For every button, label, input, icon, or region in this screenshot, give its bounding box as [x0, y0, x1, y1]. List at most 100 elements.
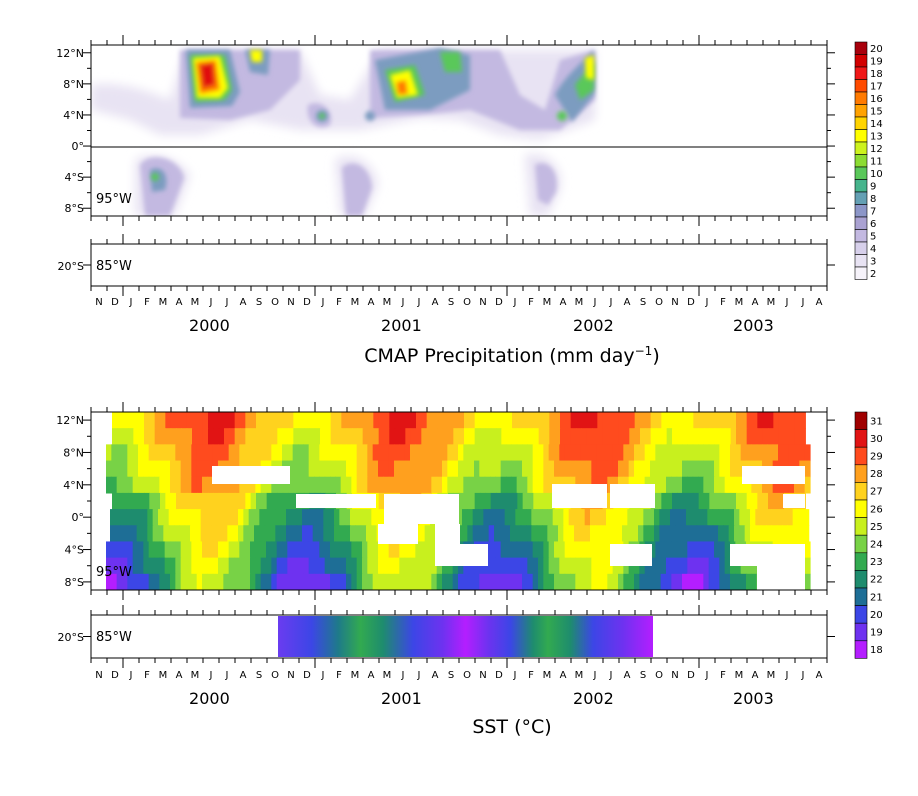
sst-cell: [592, 412, 598, 429]
sst-cell: [660, 476, 667, 494]
month-tick-label: D: [303, 297, 311, 308]
sst-cell: [687, 557, 694, 575]
colorbar-label: 30: [870, 434, 883, 445]
sst-cell: [184, 509, 191, 526]
sst-cell: [244, 573, 251, 590]
sst-cell: [720, 492, 726, 510]
sst-cell: [469, 412, 476, 429]
sst-cell: [120, 509, 127, 526]
sst-cell: [308, 460, 315, 478]
sst-cell: [224, 492, 230, 510]
sst-cell: [138, 541, 144, 559]
sst-cell: [276, 444, 283, 462]
sst-cell: [127, 573, 134, 590]
month-tick-label: A: [624, 670, 631, 681]
sst-cell: [752, 412, 758, 429]
sst-cell: [532, 573, 539, 590]
colorbar-label: 20: [870, 44, 883, 55]
sst-cell: [170, 460, 176, 478]
sst-cell: [266, 557, 272, 575]
sst-cell: [698, 428, 705, 445]
colorbar-swatch: [854, 570, 868, 589]
sst-cell: [394, 460, 400, 478]
sst-cell: [154, 476, 160, 494]
colorbar-label: 24: [870, 540, 883, 551]
sst-cell: [340, 557, 347, 575]
sst-cell: [158, 525, 164, 543]
sst-cell: [400, 412, 406, 429]
sst-cell: [250, 412, 257, 429]
sst-cell: [788, 476, 795, 494]
sst-cell: [512, 492, 518, 510]
sst-cell: [142, 509, 148, 526]
sst-cell: [245, 428, 252, 445]
sst-cell: [163, 525, 170, 543]
month-tick-label: M: [383, 297, 392, 308]
sst-cell: [282, 412, 289, 429]
sst-cell: [303, 476, 310, 494]
sst-cell: [516, 557, 523, 575]
sst-cell: [170, 541, 176, 559]
sst-cell: [442, 460, 448, 478]
sst-cell: [490, 476, 496, 494]
sst-cell: [330, 412, 337, 429]
sst-cell: [467, 525, 474, 543]
sst-cell: [547, 509, 554, 526]
sst-cell: [224, 428, 230, 445]
missing-data-region: [742, 466, 805, 484]
sst-cell: [495, 444, 502, 462]
month-tick-label: A: [560, 297, 567, 308]
sst-cell: [180, 573, 187, 590]
sst-cell: [766, 525, 772, 543]
sst-cell: [415, 460, 422, 478]
colorbar-label: 8: [870, 194, 876, 205]
sst-cell: [735, 557, 742, 575]
sst-cell: [341, 428, 348, 445]
sst-cell: [453, 412, 460, 429]
sst-cell: [714, 444, 720, 462]
sst-cell: [746, 492, 753, 510]
sst-cell: [655, 557, 662, 575]
sst-cell: [324, 476, 331, 494]
sst-cell: [506, 428, 513, 445]
sst-cell: [218, 541, 224, 559]
sst-cell: [650, 557, 656, 575]
sst-cell: [746, 428, 753, 445]
sst-cell: [734, 509, 740, 526]
sst-cell: [436, 557, 443, 575]
colorbar-swatch: [854, 534, 868, 554]
sst-cell: [248, 525, 255, 543]
sst-cell: [676, 541, 683, 559]
sst-cell: [234, 412, 241, 429]
sst-cell: [110, 509, 116, 526]
colorbar-label: 18: [870, 645, 883, 656]
sst-cell: [520, 525, 527, 543]
sst-cell: [191, 541, 198, 559]
month-tick-label: F: [720, 297, 726, 308]
sst-cell: [191, 573, 198, 590]
sst-cell: [293, 412, 300, 429]
sst-cell: [714, 573, 720, 590]
sst-cell: [138, 460, 144, 478]
sst-cell: [533, 428, 540, 445]
sst-cell: [500, 460, 507, 478]
sst-cell: [254, 525, 260, 543]
sst-cell: [660, 460, 667, 478]
month-tick-label: J: [417, 297, 421, 308]
sst-cell: [324, 444, 331, 462]
sst-cell: [340, 573, 347, 590]
sst-cell: [196, 573, 203, 590]
sst-cell: [798, 509, 804, 526]
sst-cell: [394, 428, 401, 445]
sst-cell: [394, 557, 400, 575]
sst-cell: [308, 444, 315, 462]
sst-cell: [676, 557, 683, 575]
sst-cell: [335, 460, 342, 478]
sst-cell: [330, 541, 336, 559]
sst-cell: [154, 541, 160, 559]
sst-cell: [426, 428, 433, 445]
sst-cell: [174, 525, 180, 543]
sst-cell: [554, 557, 560, 575]
sst-cell: [127, 460, 134, 478]
